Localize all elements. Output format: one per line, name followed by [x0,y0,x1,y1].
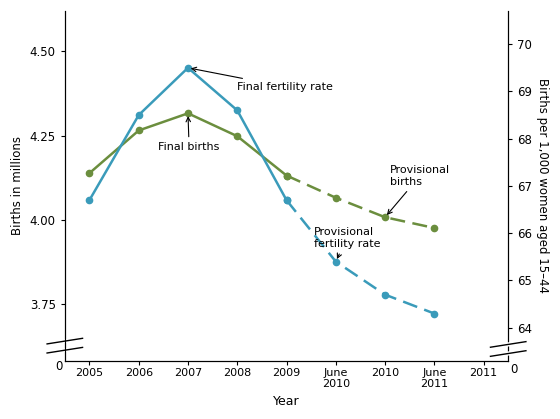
X-axis label: Year: Year [273,395,300,408]
Text: 0: 0 [510,363,518,376]
Y-axis label: Births in millions: Births in millions [11,137,24,235]
Text: Provisional
births: Provisional births [388,165,450,214]
Text: Final births: Final births [158,117,220,152]
Text: Provisional
fertility rate: Provisional fertility rate [314,227,380,258]
Text: Final fertility rate: Final fertility rate [192,67,333,92]
Text: 0: 0 [55,360,63,373]
Y-axis label: Births per 1,000 women aged 15–44: Births per 1,000 women aged 15–44 [536,78,549,293]
